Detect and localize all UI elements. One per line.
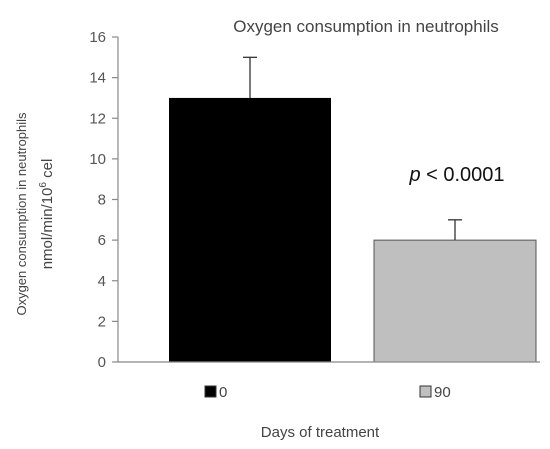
y-tick-label: 2 [98, 313, 106, 330]
y-axis: 0 2 4 6 8 10 12 14 16 [89, 29, 119, 371]
y-tick-label: 6 [98, 232, 106, 249]
bar-0 [169, 97, 331, 362]
legend-label-0: 0 [219, 384, 227, 401]
y-tick-label: 0 [98, 354, 106, 371]
x-axis-label: Days of treatment [261, 424, 380, 441]
y-axis-label: Oxygen consumption in neutrophils nmol/m… [14, 112, 56, 316]
y-tick-label: 10 [89, 151, 106, 168]
y-axis-label-line1: Oxygen consumption in neutrophils [14, 112, 29, 316]
chart-title: Oxygen consumption in neutrophils [233, 17, 499, 36]
legend: 0 90 [204, 384, 451, 401]
p-value-annotation: p < 0.0001 [408, 164, 504, 186]
y-tick-label: 14 [89, 70, 106, 87]
y-tick-label: 12 [89, 110, 106, 127]
bar-90 [373, 239, 537, 363]
y-axis-label-line2: nmol/min/106 cel [38, 159, 56, 270]
bars-group [118, 56, 540, 363]
y-tick-label: 16 [89, 29, 106, 46]
legend-swatch-0 [204, 385, 217, 398]
y-tick-label: 8 [98, 192, 106, 209]
legend-label-90: 90 [434, 384, 451, 401]
legend-swatch-90 [419, 385, 432, 398]
y-tick-label: 4 [98, 273, 106, 290]
